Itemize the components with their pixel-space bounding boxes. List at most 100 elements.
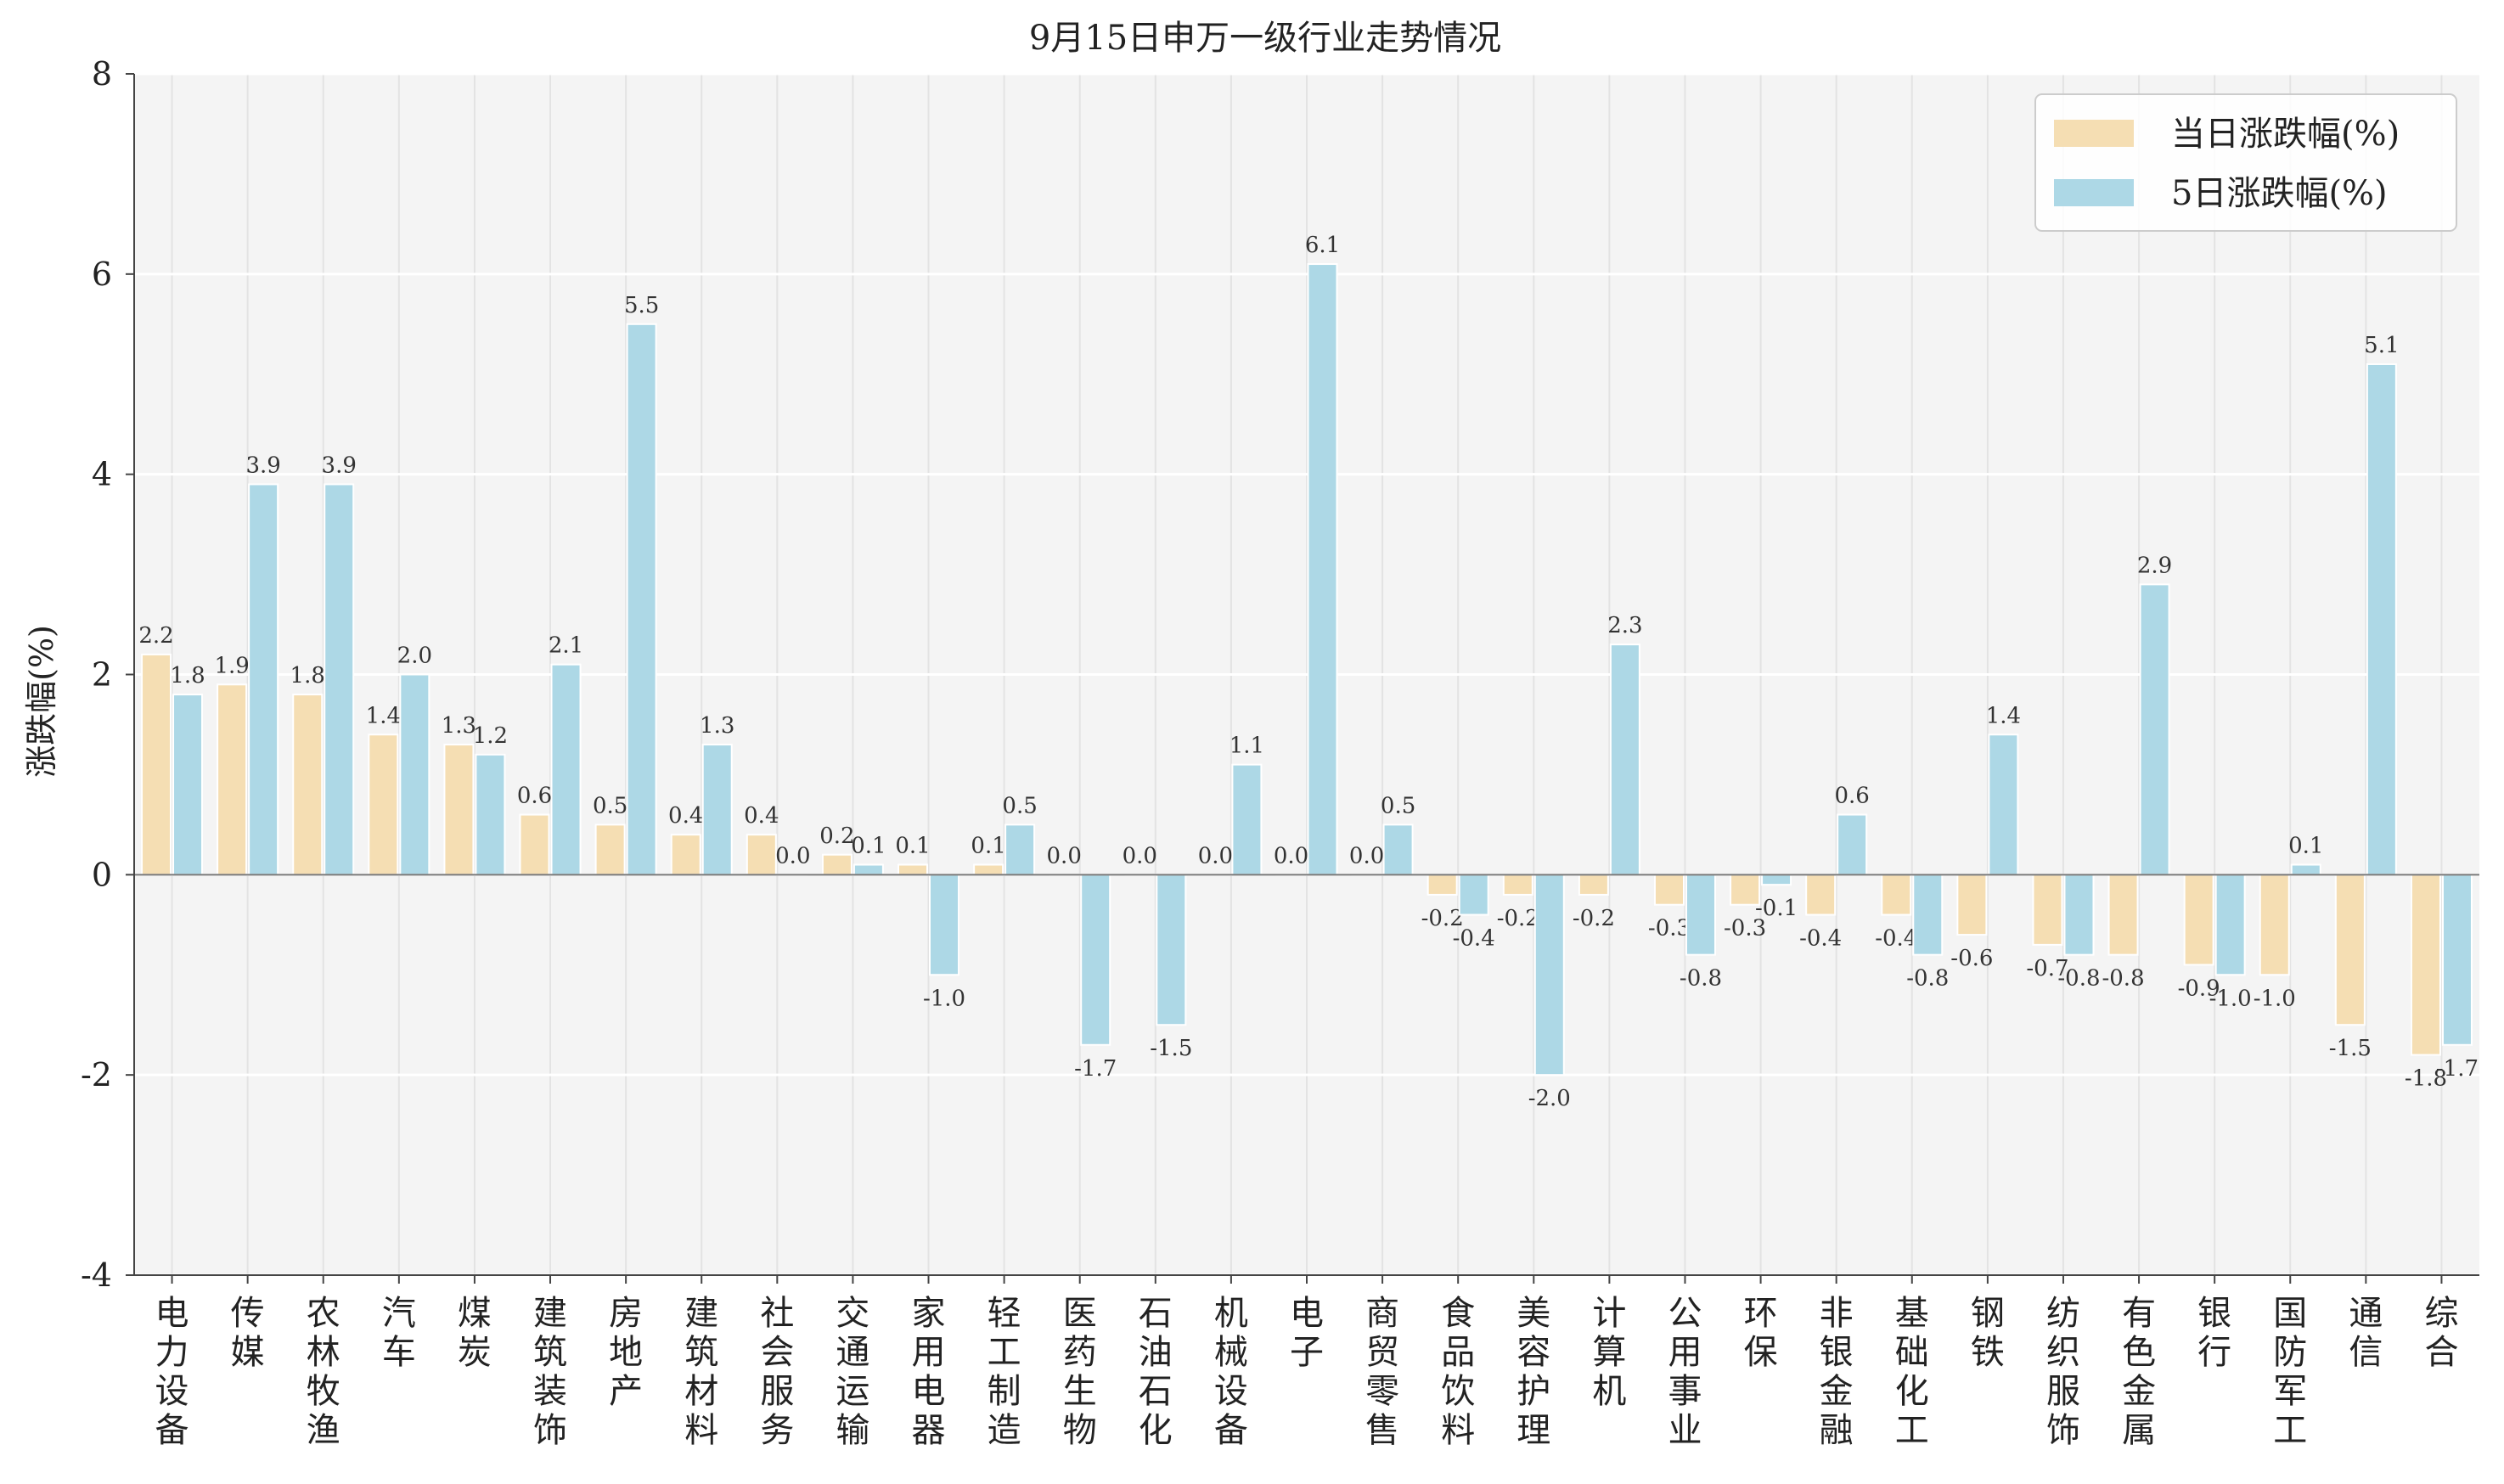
data-label: 2.1: [549, 633, 583, 659]
bar-five-day: [2063, 874, 2095, 956]
data-label: 5.1: [2364, 333, 2399, 358]
bar-five-day: [1912, 874, 1944, 956]
x-category-label: 美容护理: [1516, 1294, 1550, 1450]
data-label: -1.0: [2209, 986, 2252, 1011]
bar-daily: [1653, 874, 1685, 906]
x-category-label: 建筑材料: [684, 1294, 718, 1450]
bar-daily: [443, 744, 475, 876]
bar-daily: [2334, 874, 2366, 1026]
data-label: 2.9: [2137, 553, 2172, 578]
data-label: 0.0: [1123, 843, 1157, 868]
legend-swatch: [2054, 120, 2134, 147]
bar-five-day: [2366, 363, 2397, 876]
x-category-label: 机械设备: [1214, 1294, 1248, 1450]
data-label: -0.3: [1648, 916, 1691, 942]
data-label: -1.5: [1150, 1036, 1192, 1061]
data-label: 0.5: [593, 793, 627, 818]
bar-five-day: [1837, 813, 1868, 876]
data-label: 1.2: [473, 723, 508, 749]
bar-daily: [594, 824, 626, 876]
data-label: 0.4: [668, 803, 703, 829]
data-label: 0.6: [1834, 784, 1869, 809]
bar-daily: [1956, 874, 1988, 936]
x-category-label: 通信: [2349, 1294, 2383, 1372]
bar-daily: [2032, 874, 2063, 946]
data-label: 3.9: [322, 453, 357, 478]
x-category-label: 汽车: [382, 1294, 416, 1372]
data-label: 0.5: [1002, 793, 1037, 818]
bar-five-day: [1156, 874, 1187, 1026]
bar-daily: [746, 834, 777, 876]
data-label: 2.2: [138, 623, 173, 649]
data-label: -0.4: [1875, 926, 1917, 952]
data-label: -0.8: [2102, 966, 2144, 992]
data-label: -0.2: [1573, 906, 1615, 931]
data-label: -0.8: [1906, 966, 1949, 992]
bar-five-day: [1458, 874, 1489, 916]
bar-five-day: [248, 483, 279, 876]
bar-daily: [519, 813, 550, 876]
bar-five-day: [2441, 874, 2473, 1046]
bar-five-day: [1761, 874, 1792, 886]
y-tick-label: 2: [92, 656, 112, 694]
x-category-label: 石油石化: [1139, 1294, 1173, 1450]
data-label: 2.0: [397, 644, 432, 669]
x-category-label: 银行: [2197, 1294, 2231, 1372]
data-label: -0.7: [2026, 956, 2068, 981]
bar-daily: [1426, 874, 1458, 896]
bar-five-day: [1533, 874, 1565, 1076]
legend-swatch: [2054, 179, 2134, 206]
data-label: 0.5: [1381, 793, 1415, 818]
data-label: 1.3: [700, 713, 734, 739]
bar-five-day: [1685, 874, 1716, 956]
bar-daily: [2410, 874, 2441, 1056]
data-label: 0.0: [1274, 843, 1308, 868]
bar-daily: [292, 694, 324, 876]
x-category-label: 轻工制造: [988, 1294, 1021, 1450]
data-label: -0.2: [1421, 906, 1464, 931]
data-label: 2.3: [1607, 613, 1642, 638]
bar-daily: [2183, 874, 2214, 966]
data-label: -0.8: [1680, 966, 1722, 992]
bar-daily: [821, 853, 852, 876]
data-label: -1.0: [2254, 986, 2296, 1011]
data-label: -2.0: [1528, 1086, 1571, 1111]
x-category-label: 有色金属: [2122, 1294, 2156, 1450]
data-label: -1.8: [2405, 1066, 2447, 1092]
data-label: 0.0: [1198, 843, 1233, 868]
bar-five-day: [399, 673, 430, 876]
x-category-label: 家用电器: [912, 1294, 946, 1450]
legend-label: 5日涨跌幅(%): [2171, 174, 2388, 213]
data-label: -0.8: [2057, 966, 2100, 992]
data-label: 0.0: [1047, 843, 1082, 868]
bar-daily: [217, 683, 248, 876]
bar-five-day: [1307, 263, 1338, 876]
bar-daily: [1502, 874, 1533, 896]
data-label: -0.4: [1453, 926, 1495, 952]
data-label: -0.1: [1755, 896, 1798, 921]
data-label: 0.0: [775, 843, 810, 868]
x-category-label: 传媒: [231, 1294, 265, 1372]
bar-five-day: [2290, 863, 2321, 876]
x-category-label: 非银金融: [1820, 1294, 1854, 1450]
bar-daily: [670, 834, 701, 876]
data-label: 0.1: [895, 834, 930, 859]
data-label: -0.6: [1950, 946, 1993, 971]
data-label: 1.8: [170, 663, 205, 689]
bar-five-day: [172, 694, 204, 876]
bar-five-day: [1080, 874, 1111, 1046]
legend-box: [2034, 93, 2457, 232]
bar-five-day: [324, 483, 355, 876]
bar-five-day: [550, 663, 582, 876]
bar-five-day: [2214, 874, 2246, 976]
x-category-label: 钢铁: [1971, 1294, 2005, 1372]
data-label: 1.1: [1229, 734, 1264, 759]
x-category-label: 交通运输: [836, 1294, 869, 1450]
data-label: 0.2: [819, 824, 854, 849]
bar-five-day: [626, 323, 657, 876]
x-category-label: 社会服务: [760, 1294, 794, 1450]
data-label: -0.9: [2178, 975, 2220, 1001]
x-category-label: 房地产: [609, 1294, 643, 1411]
x-category-label: 计算机: [1592, 1294, 1626, 1411]
